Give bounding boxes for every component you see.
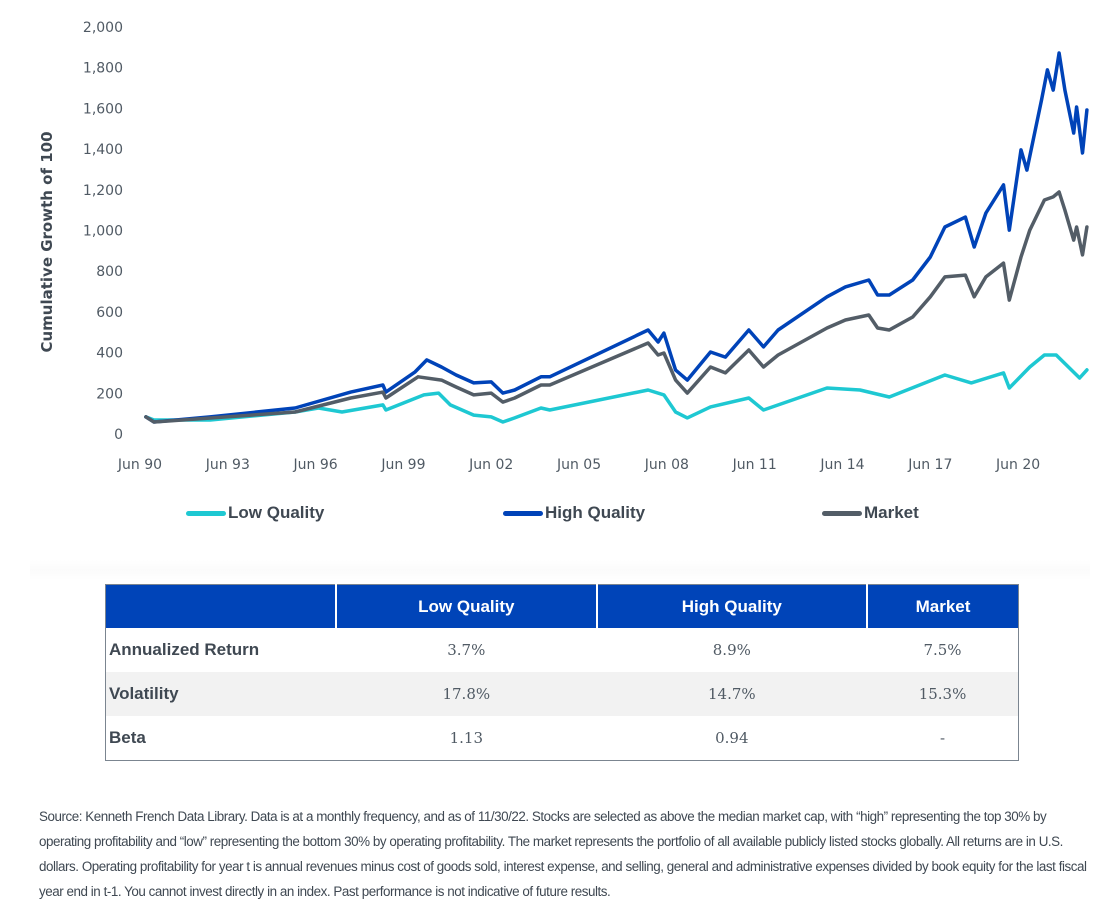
y-tick-label: 800 [96,264,123,280]
x-tick-label: Jun 99 [380,457,425,473]
market-swatch [822,510,862,516]
table-header: High Quality [595,584,868,628]
table-cell: 15.3% [867,672,1019,716]
high-quality-swatch [503,510,543,516]
growth-line-chart: Cumulative Growth of 100 0 200 400 600 800 1,… [38,20,1089,473]
x-tick-label: Jun 20 [995,457,1040,473]
divider [30,560,1090,580]
series-line-market [144,190,1089,424]
x-tick-label: Jun 14 [819,457,864,473]
table-row: Beta 1.13 0.94 - [106,716,1019,761]
x-tick-label: Jun 08 [644,457,689,473]
x-tick-label: Jun 17 [907,457,952,473]
table-cell: - [939,729,946,747]
row-label: Annualized Return [109,640,260,659]
table-cell: 17.8% [336,672,597,716]
table-header: Low Quality [335,584,597,628]
legend-item-high-quality: High Quality [503,503,645,523]
y-tick-label: 1,600 [83,101,123,117]
y-tick-label: 1,200 [83,183,123,199]
x-tick-label: Jun 02 [468,457,513,473]
table-cell: 7.5% [923,641,962,659]
series-line-low-quality [144,353,1089,424]
y-tick-label: 1,400 [83,142,123,158]
y-tick-label: 200 [96,386,123,402]
table-row: Annualized Return 3.7% 8.9% 7.5% [106,628,1019,672]
row-label: Beta [109,728,146,747]
table-cell: 0.94 [715,729,749,747]
table-header-row: Low Quality High Quality Market [105,584,1019,628]
y-tick-label: 400 [96,346,123,362]
y-tick-label: 2,000 [83,20,123,36]
legend-item-low-quality: Low Quality [186,503,324,523]
stats-table: Low Quality High Quality Market Annualiz… [105,584,1019,761]
y-tick-label: 600 [96,305,123,321]
table-row: Volatility 17.8% 14.7% 15.3% [105,672,1019,716]
y-tick-label: 1,000 [83,224,123,240]
y-tick-label: 0 [114,427,123,443]
legend-item-market: Market [822,503,919,523]
y-axis-label: Cumulative Growth of 100 [38,131,56,352]
table-cell: 14.7% [596,672,868,716]
legend-label: Low Quality [228,503,325,522]
table-cell: 8.9% [712,641,751,659]
low-quality-swatch [186,510,226,516]
legend-label: Market [864,503,919,522]
y-tick-label: 1,800 [83,61,123,77]
legend-label: High Quality [545,503,646,522]
x-tick-label: Jun 11 [732,457,777,473]
x-tick-label: Jun 93 [205,457,250,473]
x-tick-label: Jun 90 [117,457,162,473]
x-tick-label: Jun 05 [556,457,601,473]
x-tick-label: Jun 96 [293,457,338,473]
source-footnote: Source: Kenneth French Data Library. Dat… [39,809,1087,899]
series-line-high-quality [144,51,1089,424]
table-header: Market [866,584,1019,628]
table-header [105,584,336,628]
row-label: Volatility [105,672,336,716]
table-cell: 3.7% [447,641,486,659]
table-cell: 1.13 [449,729,483,747]
